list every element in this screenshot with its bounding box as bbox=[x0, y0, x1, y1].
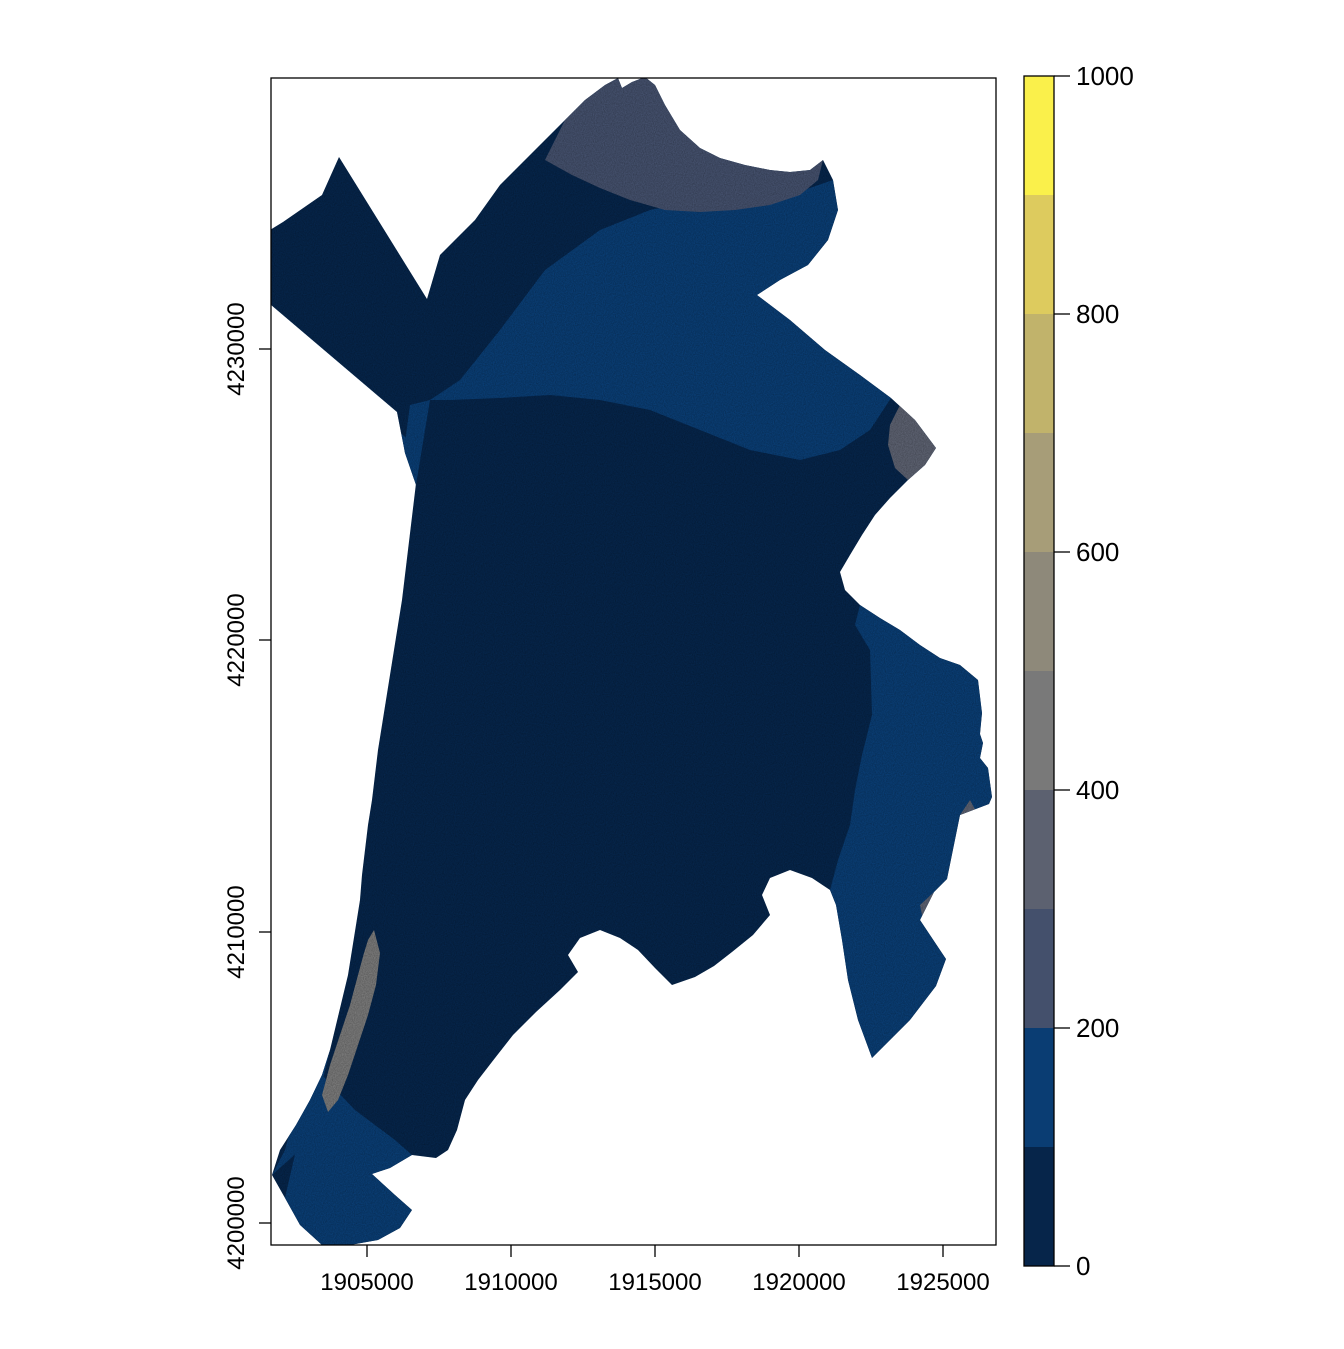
svg-text:1920000: 1920000 bbox=[752, 1269, 845, 1296]
svg-text:400: 400 bbox=[1076, 775, 1119, 805]
svg-text:1915000: 1915000 bbox=[608, 1269, 701, 1296]
svg-text:0: 0 bbox=[1076, 1251, 1090, 1281]
svg-text:1000: 1000 bbox=[1076, 61, 1134, 91]
svg-text:4200000: 4200000 bbox=[223, 1176, 250, 1269]
svg-text:1925000: 1925000 bbox=[896, 1269, 989, 1296]
svg-text:1910000: 1910000 bbox=[464, 1269, 557, 1296]
svg-text:4220000: 4220000 bbox=[223, 593, 250, 686]
svg-text:4230000: 4230000 bbox=[223, 302, 250, 395]
svg-text:200: 200 bbox=[1076, 1013, 1119, 1043]
svg-text:1905000: 1905000 bbox=[320, 1269, 413, 1296]
svg-text:800: 800 bbox=[1076, 299, 1119, 329]
svg-text:600: 600 bbox=[1076, 537, 1119, 567]
svg-text:4210000: 4210000 bbox=[223, 885, 250, 978]
